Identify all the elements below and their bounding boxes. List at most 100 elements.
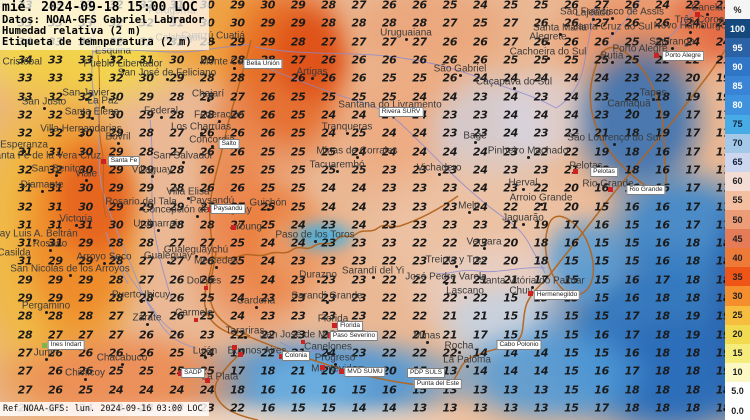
temp-value: 27 <box>503 16 518 30</box>
temp-value: 26 <box>139 346 154 360</box>
colorbar-tick: 90 <box>725 57 750 77</box>
temp-value: 32 <box>47 126 63 140</box>
colorbar-tick: 45 <box>725 229 750 249</box>
temp-value: 27 <box>78 328 94 342</box>
temp-value: 34 <box>17 53 33 67</box>
temp-value: 25 <box>169 346 185 360</box>
temp-value: 28 <box>381 16 397 30</box>
temp-value: 32 <box>47 108 63 122</box>
temp-value: 24 <box>169 383 185 397</box>
station-box: Paso Severino <box>329 331 379 341</box>
city-dot <box>33 239 36 242</box>
temp-value: 26 <box>47 364 63 378</box>
temp-value: 31 <box>17 236 33 250</box>
city-dot <box>195 255 198 258</box>
temp-value: 24 <box>139 383 154 397</box>
temp-value: 27 <box>351 0 367 12</box>
station-box: Pelotas <box>590 167 618 177</box>
temp-value: 32 <box>78 90 94 104</box>
station-box: SADP <box>181 368 205 378</box>
temp-value: 25 <box>472 16 488 30</box>
city-label: Canela <box>691 2 723 14</box>
station-box: Punta del Este <box>413 379 463 389</box>
temp-value: 29 <box>47 291 63 305</box>
city-dot <box>45 311 48 314</box>
city-dot <box>85 179 88 182</box>
city-label: Esperanza <box>0 139 48 151</box>
temp-value: 25 <box>503 0 518 12</box>
city-dot <box>196 215 199 218</box>
temp-value: 29 <box>290 16 306 30</box>
temp-value: 18 <box>654 401 670 415</box>
station-square-icon <box>205 378 210 383</box>
city-dot <box>701 25 704 28</box>
temp-value: 26 <box>412 0 427 12</box>
city-label: Três Coroas <box>674 14 730 26</box>
temp-value: 27 <box>594 0 609 12</box>
temp-value: 15 <box>321 401 336 415</box>
temp-value: 13 <box>412 401 427 415</box>
city-dot <box>85 98 88 101</box>
temp-value: 32 <box>17 163 33 177</box>
city-dot <box>80 134 83 137</box>
temp-value: 25 <box>139 364 154 378</box>
colorbar-tick: 70 <box>725 133 750 153</box>
colorbar-tick: % <box>725 0 750 20</box>
temp-value: 24 <box>472 0 488 12</box>
city-label: Concepción del Uruguay <box>142 204 252 216</box>
colorbar-tick: 100 <box>725 19 750 39</box>
temp-value: 32 <box>17 108 33 122</box>
city-label: San Nicolás de los Arroyos <box>10 263 130 275</box>
colorbar-tick: 60 <box>725 171 750 191</box>
colorbar-tick: 95 <box>725 38 750 58</box>
temp-value: 13 <box>533 401 549 415</box>
temp-value: 29 <box>17 291 33 305</box>
station-box: Porto Alegre <box>662 51 704 61</box>
temp-value: 28 <box>412 16 427 30</box>
city-label: Rosario <box>32 238 68 250</box>
model-run-reference: Ref NOAA-GFS: lun. 2024-09-16 03:00 LOC <box>0 402 209 416</box>
temp-value: 28 <box>78 309 94 323</box>
temp-value: 25 <box>108 364 124 378</box>
temp-value: 29 <box>17 273 33 287</box>
colorbar-tick: 55 <box>725 190 750 211</box>
colorbar-tick: 25 <box>725 305 750 325</box>
city-label: Uruguaiana <box>380 27 432 39</box>
city-label: San Cristóbal <box>0 56 43 68</box>
temp-value: 31 <box>78 108 94 122</box>
temp-value: 30 <box>230 16 245 30</box>
city-dot <box>84 378 87 381</box>
temp-value: 27 <box>17 383 33 397</box>
colorbar-tick: 40 <box>725 248 750 268</box>
city-dot <box>41 190 44 193</box>
colorbar-tick: 10 <box>725 362 750 382</box>
temp-value: 31 <box>17 218 33 232</box>
station-box: Salto <box>218 139 240 149</box>
temp-value: 27 <box>17 364 33 378</box>
temp-value: 29 <box>230 0 245 12</box>
station-box: Bella Unión <box>243 59 283 69</box>
temp-value: 33 <box>47 53 63 67</box>
temp-value: 33 <box>78 71 94 85</box>
temp-value: 24 <box>654 0 670 12</box>
temp-value: 26 <box>533 16 549 30</box>
temp-value: 33 <box>47 71 63 85</box>
temp-value: 31 <box>78 218 94 232</box>
colorbar-tick: 65 <box>725 152 750 172</box>
temp-value: 26 <box>47 383 63 397</box>
temp-value: 14 <box>351 401 367 415</box>
temp-value: 13 <box>472 401 488 415</box>
temp-value: 30 <box>78 181 94 195</box>
city-label: Chivilcoy <box>64 367 106 379</box>
temp-value: 33 <box>17 90 33 104</box>
temp-value: 30 <box>78 200 94 214</box>
temp-value: 27 <box>442 16 458 30</box>
city-label: Diamante <box>20 179 64 191</box>
city-label: Viale <box>74 168 98 180</box>
temp-value: 14 <box>381 401 397 415</box>
temp-value: 26 <box>108 346 124 360</box>
city-label: Luján <box>192 345 218 357</box>
temp-value: 30 <box>260 0 276 12</box>
temp-value: 25 <box>533 0 549 12</box>
